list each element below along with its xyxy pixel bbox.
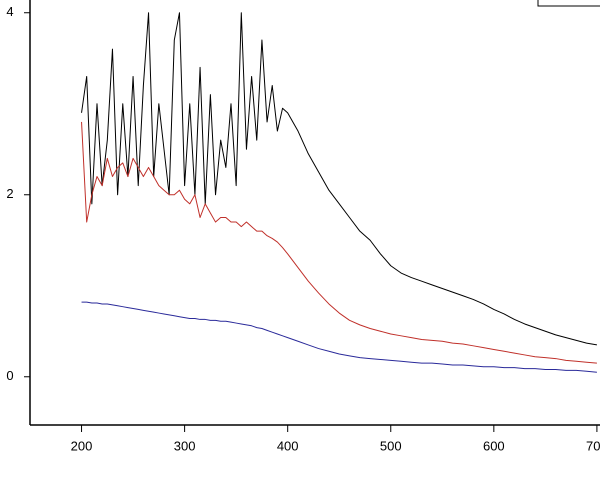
- y-tick-label: 4: [6, 4, 13, 19]
- legend-box: [537, 0, 600, 7]
- data-line: [81, 121, 597, 364]
- x-tick-label: 400: [277, 438, 299, 453]
- data-line: [81, 12, 597, 346]
- y-tick-label: 0: [6, 368, 13, 383]
- y-tick-label: 2: [6, 186, 13, 201]
- x-tick-label: 200: [71, 438, 93, 453]
- x-tick-label: 500: [380, 438, 402, 453]
- x-tick-label: 600: [483, 438, 505, 453]
- x-tick-label: 700: [586, 438, 600, 453]
- data-line: [81, 301, 597, 373]
- x-tick-label: 300: [174, 438, 196, 453]
